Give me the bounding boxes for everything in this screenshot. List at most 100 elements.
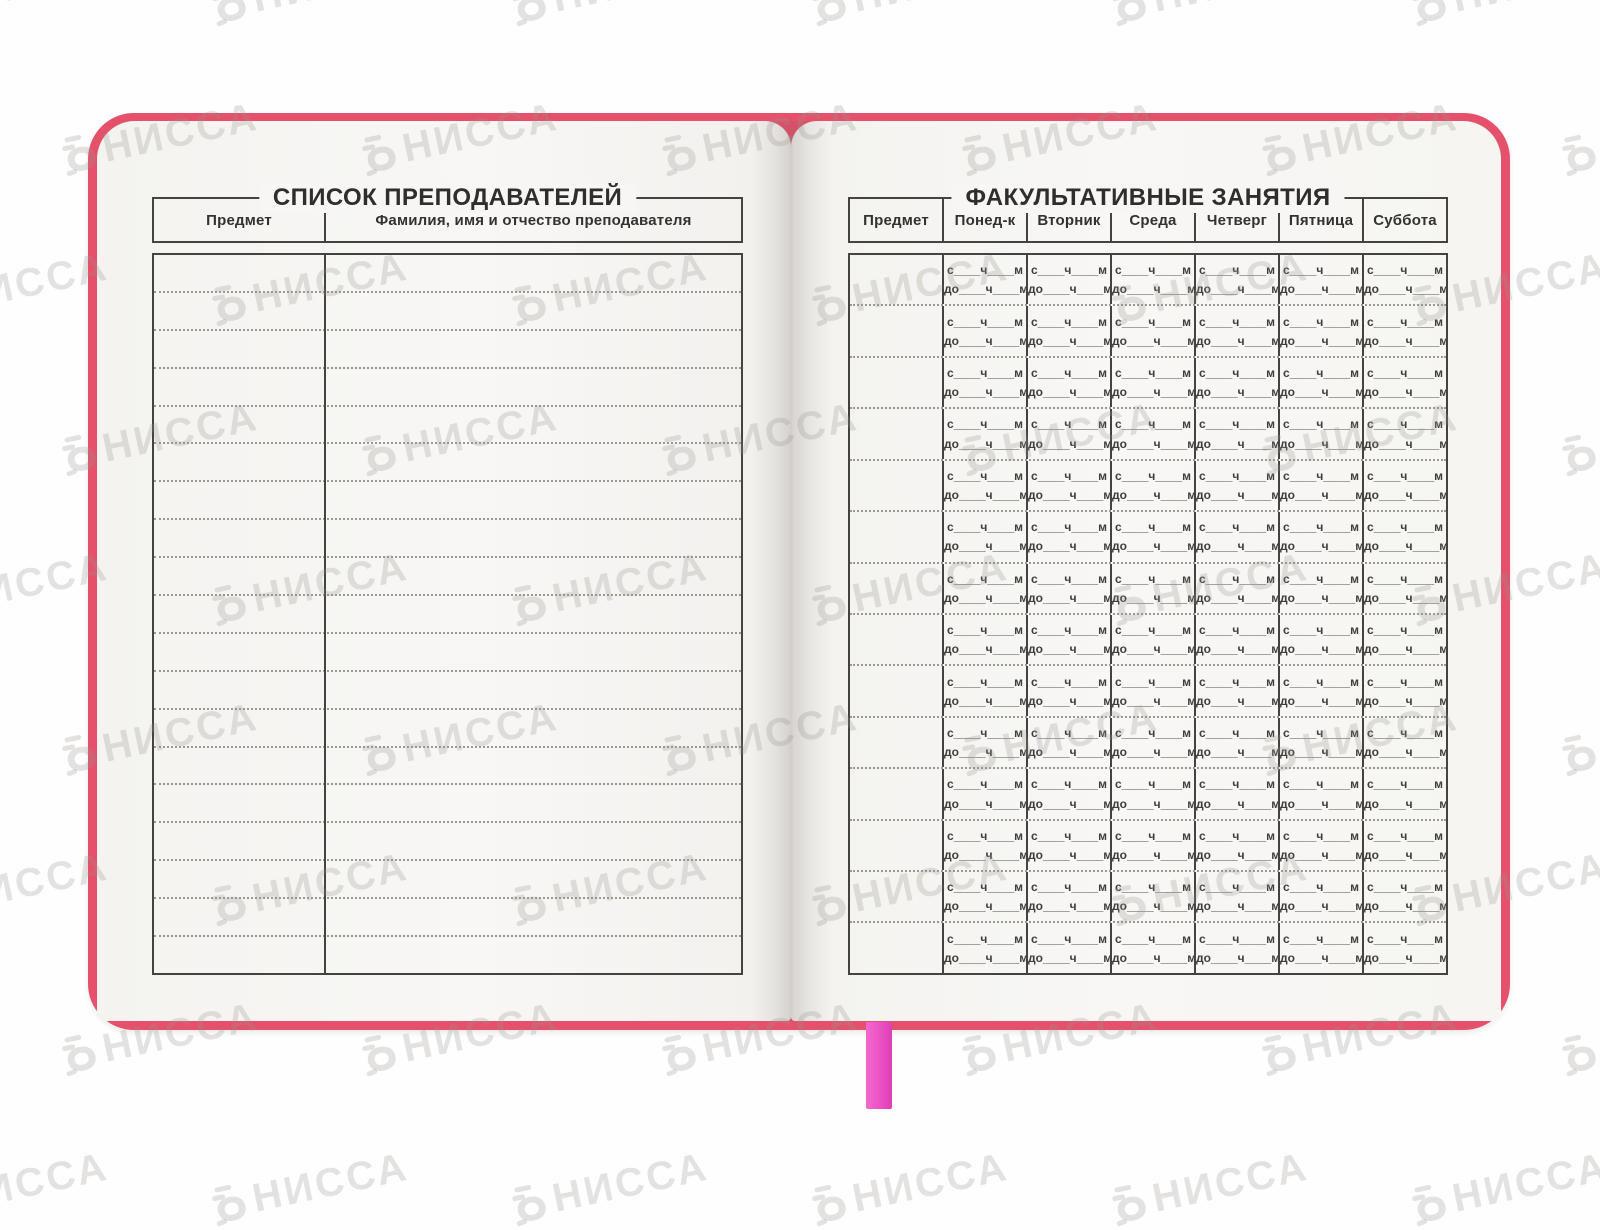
- time-to-line: до____ч____м: [1112, 847, 1194, 862]
- time-to-line: до____ч____м: [1280, 642, 1362, 657]
- time-to-line: до____ч____м: [1112, 539, 1194, 554]
- time-from-line: с____ч____м: [1283, 880, 1359, 895]
- schedule-cell: с____ч____м до____ч____м: [1110, 923, 1194, 973]
- schedule-cell: с____ч____м до____ч____м: [942, 409, 1026, 459]
- time-to-line: до____ч____м: [1196, 333, 1278, 348]
- time-to-line: до____ч____м: [944, 899, 1026, 914]
- time-to-line: до____ч____м: [1112, 950, 1194, 965]
- schedule-cell: с____ч____м до____ч____м: [1278, 460, 1362, 511]
- schedule-cell: с____ч____м до____ч____м: [942, 872, 1026, 922]
- electives-row: с____ч____м до____ч____м с____ч____м до____…: [850, 460, 1446, 513]
- time-to-line: до____ч____м: [1196, 539, 1278, 554]
- nissa-watermark: НИССА: [808, 0, 1013, 30]
- time-to-line: до____ч____м: [944, 385, 1026, 400]
- schedule-cell: с____ч____м до____ч____м: [1110, 460, 1194, 511]
- teachers-table-header: СПИСОК ПРЕПОДАВАТЕЛЕЙ Предмет Фамилия, и…: [152, 183, 743, 243]
- time-from-line: с____ч____м: [1199, 520, 1275, 535]
- schedule-cell: с____ч____м до____ч____м: [1026, 460, 1110, 511]
- time-to-line: до____ч____м: [944, 436, 1026, 451]
- teacher-row: [154, 293, 741, 331]
- nissa-logo-icon: [1562, 1034, 1596, 1076]
- time-to-line: до____ч____м: [944, 282, 1026, 297]
- schedule-cell: с____ч____м до____ч____м: [1110, 306, 1194, 356]
- nissa-watermark: НИССА: [1558, 395, 1600, 481]
- time-to-line: до____ч____м: [1364, 950, 1446, 965]
- time-from-line: с____ч____м: [1031, 263, 1107, 278]
- time-to-line: до____ч____м: [1196, 282, 1278, 297]
- left-page: [97, 121, 791, 1021]
- schedule-cell: с____ч____м до____ч____м: [1278, 923, 1362, 973]
- nissa-watermark: НИССА: [0, 0, 113, 30]
- schedule-cell: с____ч____м до____ч____м: [1362, 614, 1446, 665]
- schedule-cell: с____ч____м до____ч____м: [942, 614, 1026, 665]
- electives-col-day: Среда: [1110, 199, 1194, 241]
- electives-col-day: Суббота: [1362, 199, 1446, 241]
- time-to-line: до____ч____м: [1028, 796, 1110, 811]
- electives-row: с____ч____м до____ч____м с____ч____м до____…: [850, 357, 1446, 410]
- schedule-cell: с____ч____м до____ч____м: [1278, 614, 1362, 665]
- time-from-line: с____ч____м: [1283, 365, 1359, 380]
- schedule-cell: с____ч____м до____ч____м: [1362, 769, 1446, 819]
- time-to-line: до____ч____м: [944, 590, 1026, 605]
- electives-row: с____ч____м до____ч____м с____ч____м до____…: [850, 769, 1446, 821]
- nissa-watermark-text: НИССА: [549, 0, 713, 22]
- electives-row: с____ч____м до____ч____м с____ч____м до____…: [850, 614, 1446, 667]
- schedule-cell: с____ч____м до____ч____м: [1194, 512, 1278, 562]
- time-from-line: с____ч____м: [1367, 623, 1443, 638]
- time-from-line: с____ч____м: [1199, 623, 1275, 638]
- schedule-cell: с____ч____м до____ч____м: [1278, 357, 1362, 408]
- time-from-line: с____ч____м: [1031, 314, 1107, 329]
- schedule-cell: с____ч____м до____ч____м: [1194, 460, 1278, 511]
- time-from-line: с____ч____м: [1283, 417, 1359, 432]
- nissa-watermark: НИССА: [808, 1145, 1013, 1230]
- time-from-line: с____ч____м: [1367, 365, 1443, 380]
- nissa-watermark-text: НИССА: [849, 0, 1013, 22]
- nissa-logo-icon: [512, 0, 546, 26]
- time-to-line: до____ч____м: [1364, 487, 1446, 502]
- subject-cell: [850, 769, 942, 818]
- time-to-line: до____ч____м: [1028, 487, 1110, 502]
- time-to-line: до____ч____м: [1196, 693, 1278, 708]
- electives-col-day: Пятница: [1278, 199, 1362, 241]
- time-to-line: до____ч____м: [1364, 333, 1446, 348]
- time-from-line: с____ч____м: [1115, 417, 1191, 432]
- schedule-cell: с____ч____м до____ч____м: [1278, 666, 1362, 716]
- time-from-line: с____ч____м: [1283, 931, 1359, 946]
- subject-cell: [850, 923, 942, 972]
- time-from-line: с____ч____м: [947, 725, 1023, 740]
- schedule-cell: с____ч____м до____ч____м: [1026, 923, 1110, 973]
- time-to-line: до____ч____м: [1364, 745, 1446, 760]
- schedule-cell: с____ч____м до____ч____м: [942, 717, 1026, 768]
- schedule-cell: с____ч____м до____ч____м: [1362, 717, 1446, 768]
- schedule-cell: с____ч____м до____ч____м: [1278, 306, 1362, 356]
- schedule-cell: с____ч____м до____ч____м: [1110, 666, 1194, 716]
- schedule-cell: с____ч____м до____ч____м: [942, 460, 1026, 511]
- schedule-cell: с____ч____м до____ч____м: [1194, 255, 1278, 305]
- time-to-line: до____ч____м: [944, 950, 1026, 965]
- teachers-col-subject: Предмет: [206, 211, 272, 229]
- time-to-line: до____ч____м: [1028, 847, 1110, 862]
- time-from-line: с____ч____м: [1367, 520, 1443, 535]
- time-from-line: с____ч____м: [1031, 828, 1107, 843]
- schedule-cell: с____ч____м до____ч____м: [942, 306, 1026, 356]
- time-from-line: с____ч____м: [1199, 365, 1275, 380]
- teacher-row: [154, 520, 741, 559]
- nissa-watermark: НИССА: [1408, 0, 1600, 30]
- time-from-line: с____ч____м: [947, 417, 1023, 432]
- subject-cell: [850, 666, 942, 715]
- nissa-watermark: НИССА: [1108, 1145, 1313, 1230]
- subject-cell: [850, 821, 942, 870]
- time-from-line: с____ч____м: [1367, 468, 1443, 483]
- nissa-watermark: НИССА: [208, 1145, 413, 1230]
- schedule-cell: с____ч____м до____ч____м: [1362, 357, 1446, 408]
- time-from-line: с____ч____м: [1031, 623, 1107, 638]
- nissa-watermark: НИССА: [0, 1145, 113, 1230]
- time-from-line: с____ч____м: [1199, 880, 1275, 895]
- schedule-cell: с____ч____м до____ч____м: [1194, 820, 1278, 871]
- nissa-logo-icon: [812, 0, 846, 26]
- schedule-cell: с____ч____м до____ч____м: [942, 666, 1026, 716]
- subject-cell: [850, 306, 942, 355]
- time-to-line: до____ч____м: [1196, 796, 1278, 811]
- schedule-cell: с____ч____м до____ч____м: [1194, 923, 1278, 973]
- time-to-line: до____ч____м: [1196, 590, 1278, 605]
